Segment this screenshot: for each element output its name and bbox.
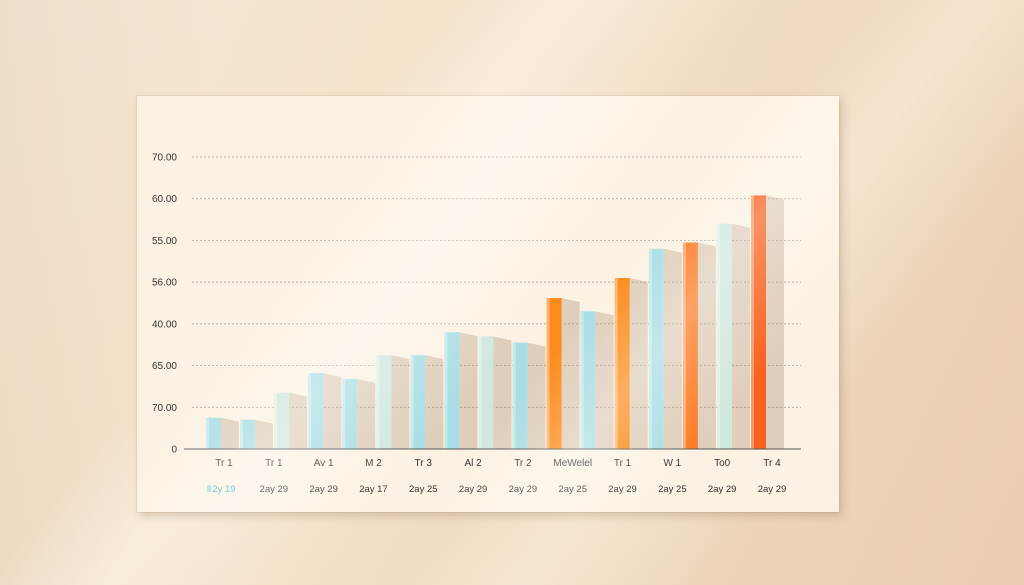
chart-board: 70.00 60.00 55.00 56.00 40.00 65.00 70.00 0 Tr … — [137, 96, 839, 512]
bar-shadow — [459, 332, 478, 449]
bar-shadow — [527, 342, 546, 449]
bar-shadow — [561, 297, 580, 449]
bar-shadow — [391, 355, 410, 449]
bar-highlight — [342, 378, 346, 449]
bar-highlight — [648, 248, 652, 449]
y-tick-label: 70.00 — [152, 153, 177, 164]
bar-highlight — [751, 195, 754, 449]
bar — [444, 332, 460, 449]
bar-highlight — [274, 392, 278, 449]
x-category-label: Tr 2 — [514, 458, 532, 469]
bar-shadow — [323, 373, 342, 449]
bar — [546, 297, 562, 449]
bar-highlight — [546, 297, 550, 449]
bar — [240, 419, 256, 449]
bar — [580, 311, 596, 449]
x-sub-label: 2ay 29 — [260, 484, 289, 495]
bar-shadow — [255, 419, 274, 449]
bar-highlight — [240, 419, 244, 449]
bar — [751, 195, 766, 449]
bar-highlight — [512, 342, 516, 449]
legend-swatch — [207, 485, 211, 492]
bar-highlight — [614, 277, 618, 449]
bar-shadow — [766, 195, 784, 449]
x-sub-label: 2ay 25 — [409, 484, 438, 495]
y-tick-label: 60.00 — [152, 194, 177, 205]
bars — [206, 195, 766, 449]
bar-shadow — [595, 311, 614, 449]
x-sub-label: 2y 19 — [212, 484, 235, 495]
bar-highlight — [376, 355, 380, 449]
x-sub-label: 2ay 25 — [658, 484, 687, 495]
x-category-label: Av 1 — [314, 458, 334, 469]
bar-shadow — [493, 336, 512, 449]
y-tick-label: 65.00 — [152, 361, 177, 372]
bar — [682, 242, 698, 449]
y-tick-label: 70.00 — [152, 403, 177, 414]
x-category-label: W 1 — [663, 458, 681, 469]
bar — [410, 355, 426, 449]
x-category-label: Al 2 — [464, 458, 482, 469]
x-category-label: M 2 — [365, 458, 382, 469]
bar-shadow — [731, 223, 750, 449]
x-axis-sub-labels: 2y 19 2ay 29 2ay 29 2ay 17 2ay 25 2ay 29 2ay 2… — [207, 484, 786, 495]
bar-shadow — [663, 248, 682, 449]
bar-chart: 70.00 60.00 55.00 56.00 40.00 65.00 70.00 0 Tr … — [152, 153, 801, 495]
bar — [206, 417, 221, 449]
bar-highlight — [444, 332, 448, 449]
bar — [376, 355, 392, 449]
bar-highlight — [410, 355, 414, 449]
x-sub-label: 2ay 17 — [359, 484, 388, 495]
x-axis-category-labels: Tr 1 Tr 1 Av 1 M 2 Tr 3 Al 2 Tr 2 MeWelel Tr 1 W … — [215, 458, 781, 469]
x-category-label: Tr 1 — [215, 458, 233, 469]
bar-shadow — [697, 242, 716, 449]
x-sub-label: 2ay 29 — [459, 484, 488, 495]
bar-shadow — [629, 277, 648, 449]
x-sub-label: 2ay 25 — [558, 484, 587, 495]
x-sub-label: 2ay 29 — [708, 484, 737, 495]
x-category-label: To0 — [714, 458, 731, 469]
bar-highlight — [682, 242, 686, 449]
bar-highlight — [308, 373, 312, 449]
bar-highlight — [206, 417, 209, 449]
y-tick-label: 55.00 — [152, 236, 177, 247]
bar — [478, 336, 494, 449]
bar-shadow — [289, 392, 308, 449]
bar-highlight — [478, 336, 482, 449]
bar — [274, 392, 290, 449]
bar-highlight — [716, 223, 720, 449]
bar — [342, 378, 358, 449]
x-sub-label: 2ay 29 — [608, 484, 637, 495]
x-category-label: Tr 1 — [614, 458, 632, 469]
x-sub-label: 2ay 29 — [309, 484, 338, 495]
gridlines — [192, 156, 801, 408]
bar-shadow — [425, 355, 444, 449]
y-tick-label: 40.00 — [152, 319, 177, 330]
x-sub-label: 2ay 29 — [509, 484, 538, 495]
y-tick-label: 0 — [171, 445, 177, 456]
bar — [716, 223, 732, 449]
x-sub-label: 2ay 29 — [758, 484, 787, 495]
bar — [648, 248, 664, 449]
bar-shadow — [221, 417, 239, 449]
y-axis-ticks: 70.00 60.00 55.00 56.00 40.00 65.00 70.00 0 — [152, 153, 177, 456]
y-tick-label: 56.00 — [152, 278, 177, 289]
x-category-label: Tr 1 — [265, 458, 283, 469]
bar-shadows — [221, 195, 784, 449]
bar — [308, 373, 324, 449]
x-category-label: Tr 3 — [415, 458, 433, 469]
bar-highlight — [580, 311, 584, 449]
x-category-label: Tr 4 — [763, 458, 781, 469]
bar-shadow — [357, 378, 376, 449]
x-category-label: MeWelel — [553, 458, 592, 469]
bar — [614, 277, 630, 449]
bar — [512, 342, 528, 449]
